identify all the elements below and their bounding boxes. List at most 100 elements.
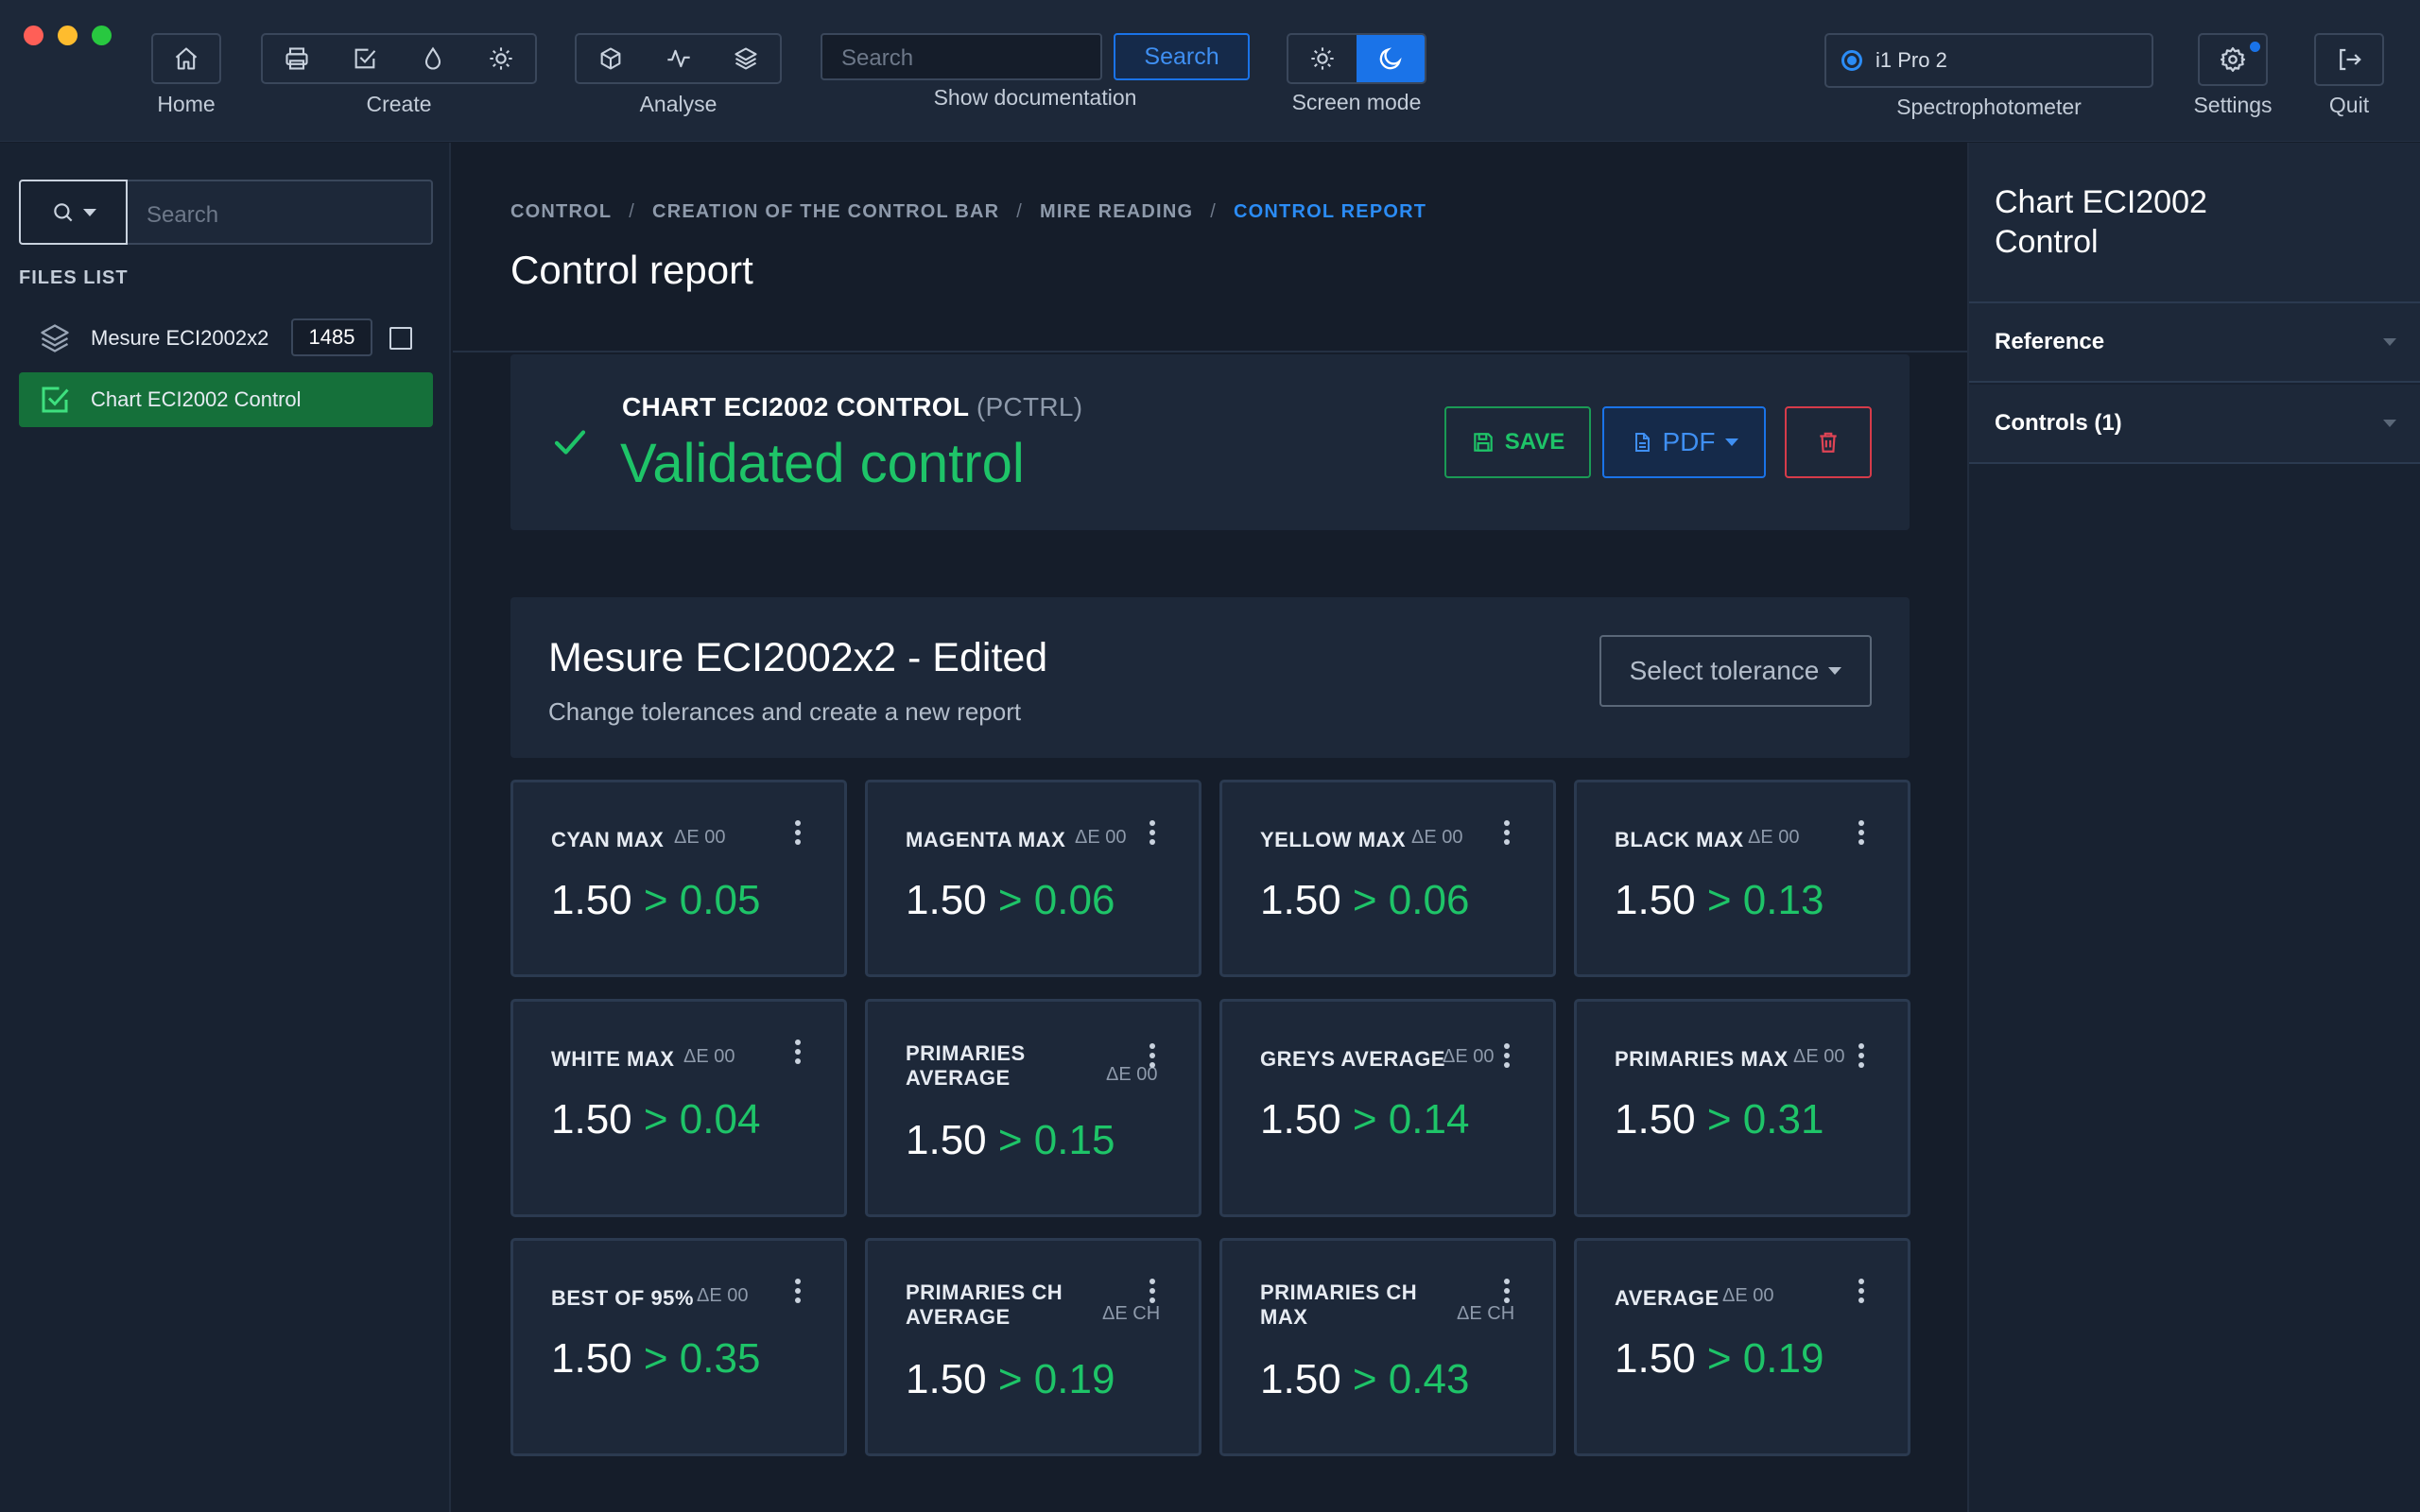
check-icon bbox=[550, 422, 590, 462]
more-vertical-icon[interactable] bbox=[1150, 1043, 1155, 1068]
drop-icon[interactable] bbox=[399, 35, 467, 82]
accordion-reference[interactable]: Reference bbox=[1969, 303, 2420, 383]
accordion-controls[interactable]: Controls (1) bbox=[1969, 385, 2420, 464]
save-button[interactable]: SAVE bbox=[1444, 406, 1591, 478]
details-panel-header: Chart ECI2002 Control bbox=[1969, 143, 2420, 303]
print-icon[interactable] bbox=[263, 35, 331, 82]
file-name: Mesure ECI2002x2 bbox=[91, 326, 269, 350]
close-window-button[interactable] bbox=[24, 26, 43, 45]
top-toolbar: Home Create bbox=[0, 0, 2420, 142]
breadcrumb-item[interactable]: MIRE READING bbox=[1040, 201, 1194, 222]
chevron-down-icon bbox=[2383, 338, 2396, 346]
more-vertical-icon[interactable] bbox=[1858, 1279, 1864, 1303]
create-label: Create bbox=[366, 92, 432, 116]
light-mode-button[interactable] bbox=[1288, 35, 1357, 82]
metric-label: BEST OF 95% bbox=[551, 1286, 694, 1310]
quit-button[interactable] bbox=[2314, 33, 2384, 86]
metric-card: BEST OF 95% ΔE 00 1.50 > 0.35 bbox=[510, 1238, 847, 1456]
file-name: Chart ECI2002 Control bbox=[91, 387, 302, 411]
layers-icon bbox=[19, 321, 91, 355]
select-tolerance-dropdown[interactable]: Select tolerance bbox=[1599, 635, 1872, 707]
top-search-input[interactable]: Search bbox=[821, 33, 1102, 80]
analyse-group: Analyse bbox=[575, 33, 782, 116]
metric-card: PRIMARIES CH MAX ΔE CH 1.50 > 0.43 bbox=[1219, 1238, 1556, 1456]
breadcrumb-current: CONTROL REPORT bbox=[1233, 201, 1427, 222]
file-item[interactable]: Mesure ECI2002x2 1485 bbox=[19, 311, 433, 366]
dark-mode-button[interactable] bbox=[1357, 35, 1425, 82]
delete-button[interactable] bbox=[1785, 406, 1872, 478]
more-vertical-icon[interactable] bbox=[795, 1279, 801, 1303]
metric-unit: ΔE 00 bbox=[1793, 1046, 1845, 1067]
more-vertical-icon[interactable] bbox=[1858, 1043, 1864, 1068]
more-vertical-icon[interactable] bbox=[1504, 1279, 1510, 1303]
metric-card: WHITE MAX ΔE 00 1.50 > 0.04 bbox=[510, 999, 847, 1217]
control-status-text: Validated control bbox=[620, 433, 1025, 494]
files-list-title: FILES LIST bbox=[19, 267, 129, 288]
metric-value: 1.50 > 0.04 bbox=[551, 1096, 761, 1143]
metric-card: PRIMARIES MAX ΔE 00 1.50 > 0.31 bbox=[1574, 999, 1910, 1217]
cube-icon[interactable] bbox=[577, 35, 645, 82]
breadcrumb-item[interactable]: CONTROL bbox=[510, 201, 613, 222]
quit-label: Quit bbox=[2328, 93, 2370, 117]
metric-card: MAGENTA MAX ΔE 00 1.50 > 0.06 bbox=[865, 780, 1201, 977]
metric-label: PRIMARIES AVERAGE bbox=[906, 1041, 1026, 1090]
file-item-selected[interactable]: Chart ECI2002 Control bbox=[19, 372, 433, 427]
gear-icon bbox=[2221, 47, 2245, 72]
checkbox-checked-icon bbox=[19, 383, 91, 417]
minimize-window-button[interactable] bbox=[58, 26, 78, 45]
layers-icon[interactable] bbox=[712, 35, 780, 82]
home-button[interactable] bbox=[151, 33, 221, 84]
activity-icon[interactable] bbox=[645, 35, 713, 82]
metric-unit: ΔE 00 bbox=[1722, 1285, 1774, 1306]
metric-value: 1.50 > 0.15 bbox=[906, 1117, 1115, 1163]
chevron-down-icon bbox=[2383, 420, 2396, 427]
page-title: Control report bbox=[510, 248, 753, 292]
show-documentation-label[interactable]: Show documentation bbox=[933, 85, 1137, 110]
pdf-label: PDF bbox=[1662, 427, 1716, 456]
more-vertical-icon[interactable] bbox=[1150, 1279, 1155, 1303]
metric-label: PRIMARIES CH MAX bbox=[1260, 1280, 1418, 1329]
more-vertical-icon[interactable] bbox=[1150, 820, 1155, 845]
metric-card: CYAN MAX ΔE 00 1.50 > 0.05 bbox=[510, 780, 847, 977]
more-vertical-icon[interactable] bbox=[1858, 820, 1864, 845]
sidebar-search-input[interactable]: Search bbox=[128, 180, 433, 245]
breadcrumb-item[interactable]: CREATION OF THE CONTROL BAR bbox=[652, 201, 1000, 222]
chart-name: CHART ECI2002 CONTROL (PCTRL) bbox=[622, 392, 1083, 421]
spectro-device-name: i1 Pro 2 bbox=[1876, 48, 1947, 72]
metric-value: 1.50 > 0.31 bbox=[1615, 1096, 1824, 1143]
top-search-button[interactable]: Search bbox=[1114, 33, 1250, 80]
home-icon bbox=[153, 35, 219, 82]
metric-label: WHITE MAX bbox=[551, 1047, 675, 1071]
metric-card: PRIMARIES CH AVERAGE ΔE CH 1.50 > 0.19 bbox=[865, 1238, 1201, 1456]
metric-unit: ΔE CH bbox=[1457, 1303, 1515, 1324]
metric-value: 1.50 > 0.19 bbox=[906, 1356, 1115, 1402]
sun-icon[interactable] bbox=[467, 35, 535, 82]
spectrophotometer-select[interactable]: i1 Pro 2 bbox=[1824, 33, 2153, 88]
metric-label: YELLOW MAX bbox=[1260, 828, 1407, 851]
metric-value: 1.50 > 0.14 bbox=[1260, 1096, 1470, 1143]
spectrophotometer-label: Spectrophotometer bbox=[1896, 94, 2082, 119]
settings-button[interactable] bbox=[2198, 33, 2268, 86]
more-vertical-icon[interactable] bbox=[1504, 820, 1510, 845]
screen-mode-group: Screen mode bbox=[1287, 33, 1426, 114]
metric-card: PRIMARIES AVERAGE ΔE 00 1.50 > 0.15 bbox=[865, 999, 1201, 1217]
checkbox-check-icon[interactable] bbox=[331, 35, 399, 82]
measure-subtitle: Change tolerances and create a new repor… bbox=[548, 697, 1022, 726]
save-icon bbox=[1473, 433, 1493, 452]
trash-icon bbox=[1820, 432, 1837, 453]
metric-label: AVERAGE bbox=[1615, 1286, 1720, 1310]
more-vertical-icon[interactable] bbox=[1504, 1043, 1510, 1068]
more-vertical-icon[interactable] bbox=[795, 820, 801, 845]
search-filter-dropdown[interactable] bbox=[19, 180, 128, 245]
file-icon bbox=[1634, 433, 1650, 452]
more-vertical-icon[interactable] bbox=[795, 1040, 801, 1064]
sidebar-search: Search bbox=[19, 180, 433, 245]
metric-unit: ΔE 00 bbox=[674, 827, 726, 848]
pdf-dropdown-button[interactable]: PDF bbox=[1602, 406, 1766, 478]
details-panel: Chart ECI2002 Control Reference Controls… bbox=[1967, 143, 2420, 1512]
radio-selected-icon bbox=[1841, 50, 1862, 71]
settings-label: Settings bbox=[2193, 93, 2273, 117]
metric-label: PRIMARIES MAX bbox=[1615, 1047, 1789, 1071]
file-select-checkbox[interactable] bbox=[389, 327, 412, 350]
maximize-window-button[interactable] bbox=[92, 26, 112, 45]
